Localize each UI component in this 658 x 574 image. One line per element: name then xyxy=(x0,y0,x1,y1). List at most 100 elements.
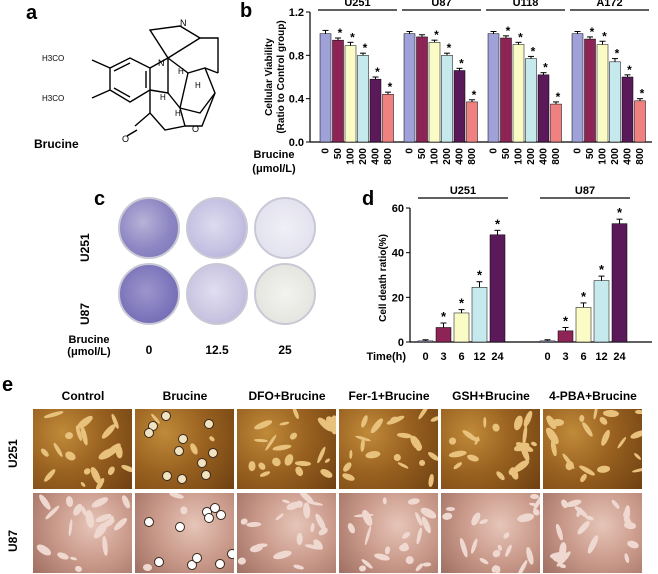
cell-shape xyxy=(458,537,469,558)
cell-shape xyxy=(259,470,271,479)
cell-shape xyxy=(290,409,301,421)
column-header-2: DFO+Brucine xyxy=(248,389,326,403)
bar-d xyxy=(489,234,506,343)
cell-shape xyxy=(348,450,353,460)
x-axis-title-b-line1: Brucine xyxy=(254,149,295,161)
bar-b xyxy=(609,61,621,143)
svg-text:H: H xyxy=(175,109,181,118)
cell-shape xyxy=(441,511,454,521)
significance-star-d: * xyxy=(441,309,447,324)
colony-dish-u87-0 xyxy=(118,263,180,325)
cell-shape xyxy=(253,418,273,431)
x-tick-label-b: 50 xyxy=(333,148,344,160)
micrograph-u87-2 xyxy=(236,492,337,574)
conc-label-12-5: 12.5 xyxy=(205,343,229,357)
cell-shape xyxy=(319,467,334,480)
micrograph-u251-1 xyxy=(134,408,235,490)
row-label-e-u87: U87 xyxy=(6,529,20,552)
x-tick-label-d: 12 xyxy=(473,351,485,363)
cell-shape xyxy=(292,563,304,571)
cell-shape xyxy=(270,455,283,468)
cell-shape xyxy=(311,537,325,552)
cell-shape xyxy=(413,561,424,573)
x-tick-label-b: 800 xyxy=(467,148,478,165)
panel-label-c: c xyxy=(94,188,106,210)
significance-star-d: * xyxy=(459,296,465,311)
cell-shape xyxy=(257,461,267,471)
significance-star-b: * xyxy=(338,26,343,40)
cell-shape xyxy=(237,557,246,566)
conc-title-line1: Brucine xyxy=(68,334,110,346)
column-header-0: Control xyxy=(61,389,105,403)
cell-shape xyxy=(398,543,409,552)
cell-shape xyxy=(491,422,501,433)
methoxy-label-bottom: H3CO xyxy=(42,94,65,103)
cell-shape xyxy=(494,470,506,482)
bar-b xyxy=(332,39,344,143)
cell-shape xyxy=(207,447,218,458)
cell-shape xyxy=(173,520,186,534)
x-tick-label-d: 24 xyxy=(613,351,626,363)
cell-shape xyxy=(225,547,234,561)
cell-shape xyxy=(172,443,186,458)
column-header-3: Fer-1+Brucine xyxy=(348,389,430,403)
cell-shape xyxy=(342,460,354,474)
cell-shape xyxy=(603,409,620,418)
x-tick-label-b: 50 xyxy=(585,148,596,160)
y-axis-label-b: Cellular Viability(Ratio to Control grou… xyxy=(264,20,287,133)
cell-shape xyxy=(143,427,155,440)
cell-shape xyxy=(598,415,610,427)
x-tick-label-b: 200 xyxy=(442,148,453,165)
cell-shape xyxy=(426,451,438,463)
cell-shape xyxy=(67,518,74,536)
cell-shape xyxy=(478,518,489,526)
conc-title: Brucine (μmol/L) xyxy=(60,334,118,358)
significance-star-b: * xyxy=(363,41,368,55)
cell-shape xyxy=(404,554,416,566)
cell-shape xyxy=(483,416,487,429)
cell-shape xyxy=(120,494,132,510)
cell-shape xyxy=(199,467,214,482)
significance-star-b: * xyxy=(375,65,380,79)
micrograph-u87-3 xyxy=(338,492,439,574)
cell-shape xyxy=(161,469,174,482)
bar-b xyxy=(441,55,453,143)
bar-b xyxy=(466,101,478,143)
y-tick-label-b: 0.0 xyxy=(289,137,304,149)
colony-dish-u87-25 xyxy=(254,263,316,325)
cell-shape xyxy=(70,556,78,562)
cell-shape xyxy=(530,441,539,447)
x-tick-label-d: 0 xyxy=(422,351,428,363)
panel-label-e: e xyxy=(2,374,14,396)
cell-shape xyxy=(415,443,424,453)
bar-b xyxy=(416,36,428,143)
cell-shape xyxy=(208,435,216,443)
bar-b xyxy=(453,70,466,143)
group-label-b: A172 xyxy=(596,0,622,9)
conc-title-line2: (μmol/L) xyxy=(67,346,111,358)
y-axis-label-b-line1: Cellular Viability xyxy=(264,38,275,116)
cell-shape xyxy=(397,461,410,471)
significance-star-b: * xyxy=(531,44,536,58)
significance-star-b: * xyxy=(447,41,452,55)
x-tick-label-d: 3 xyxy=(562,351,568,363)
bar-b xyxy=(596,44,609,143)
significance-star-b: * xyxy=(640,87,645,101)
significance-star-b: * xyxy=(627,63,632,77)
x-tick-label-b: 800 xyxy=(383,148,394,165)
cell-shape xyxy=(596,465,610,474)
bar-d xyxy=(575,307,592,343)
bar-d xyxy=(593,280,610,343)
cell-shape xyxy=(515,559,529,573)
cell-shape xyxy=(578,473,588,484)
cell-shape xyxy=(294,465,306,479)
cell-shape xyxy=(392,452,403,462)
significance-star-d: * xyxy=(477,268,483,283)
cell-shape xyxy=(80,481,87,488)
x-tick-label-d: 3 xyxy=(440,351,446,363)
x-tick-label-d: 24 xyxy=(491,351,504,363)
micrograph-u87-1 xyxy=(134,492,235,574)
cell-shape xyxy=(360,414,370,429)
bar-b xyxy=(525,58,537,143)
cell-shape xyxy=(39,446,50,458)
